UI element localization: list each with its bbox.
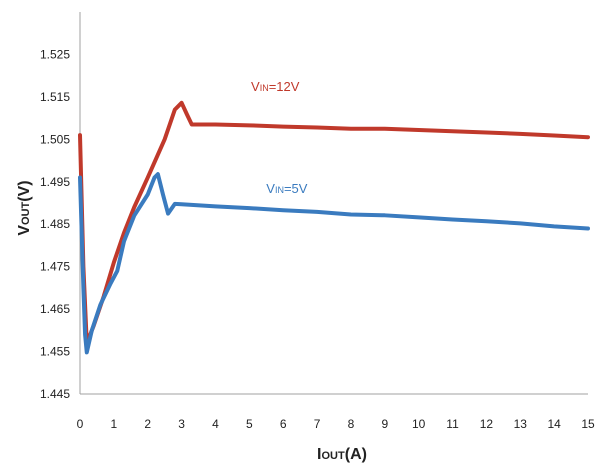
series-label-value: =5V bbox=[284, 181, 308, 196]
x-tick-label: 3 bbox=[178, 417, 185, 431]
x-tick-label: 11 bbox=[446, 417, 459, 431]
y-tick-label: 1.515 bbox=[40, 90, 70, 104]
y-tick-label: 1.485 bbox=[40, 217, 70, 231]
x-tick-label: 14 bbox=[547, 417, 561, 431]
series-label-12v: VIN=12V bbox=[251, 79, 300, 94]
y-tick-label: 1.505 bbox=[40, 132, 70, 146]
y-tick-label: 1.495 bbox=[40, 175, 70, 189]
series-label-main: V bbox=[266, 181, 275, 196]
y-axis-title-main: V bbox=[16, 225, 33, 236]
y-tick-label: 1.445 bbox=[40, 387, 70, 401]
series-label-value: =12V bbox=[269, 79, 300, 94]
series-label-sub: IN bbox=[275, 185, 284, 195]
x-tick-label: 7 bbox=[314, 417, 321, 431]
x-tick-label: 12 bbox=[480, 417, 494, 431]
x-axis-title-unit: (A) bbox=[345, 446, 367, 463]
series-label-sub: IN bbox=[260, 83, 269, 93]
y-axis-tick-labels: 1.445 1.455 1.465 1.475 1.485 1.495 1.505 1.515… bbox=[40, 47, 70, 401]
y-axis-title-unit: (V) bbox=[16, 180, 33, 201]
x-axis-title: IOUT(A) bbox=[317, 446, 367, 463]
y-tick-label: 1.465 bbox=[40, 302, 70, 316]
x-tick-label: 8 bbox=[348, 417, 355, 431]
y-axis-title-sub: OUT bbox=[20, 201, 32, 225]
x-tick-label: 2 bbox=[144, 417, 151, 431]
x-axis-title-main: I bbox=[317, 446, 321, 463]
x-axis-title-sub: OUT bbox=[322, 450, 346, 462]
x-tick-label: 1 bbox=[111, 417, 118, 431]
series-label-main: V bbox=[251, 79, 260, 94]
x-tick-label: 13 bbox=[514, 417, 528, 431]
x-tick-label: 5 bbox=[246, 417, 253, 431]
y-tick-label: 1.455 bbox=[40, 345, 70, 359]
series-line-5v bbox=[78, 172, 590, 355]
x-axis-tick-labels: 0 1 2 3 4 5 6 7 8 9 10 11 12 13 14 15 bbox=[77, 417, 595, 431]
series-label-5v: VIN=5V bbox=[266, 181, 307, 196]
x-tick-label: 6 bbox=[280, 417, 287, 431]
y-axis-title: VOUT(V) bbox=[16, 180, 33, 235]
y-tick-label: 1.475 bbox=[40, 260, 70, 274]
x-tick-label: 0 bbox=[77, 417, 84, 431]
x-tick-label: 9 bbox=[381, 417, 388, 431]
x-tick-label: 4 bbox=[212, 417, 219, 431]
y-tick-label: 1.525 bbox=[40, 47, 70, 61]
x-tick-label: 15 bbox=[581, 417, 595, 431]
x-tick-label: 10 bbox=[412, 417, 426, 431]
series-lines bbox=[78, 100, 590, 355]
